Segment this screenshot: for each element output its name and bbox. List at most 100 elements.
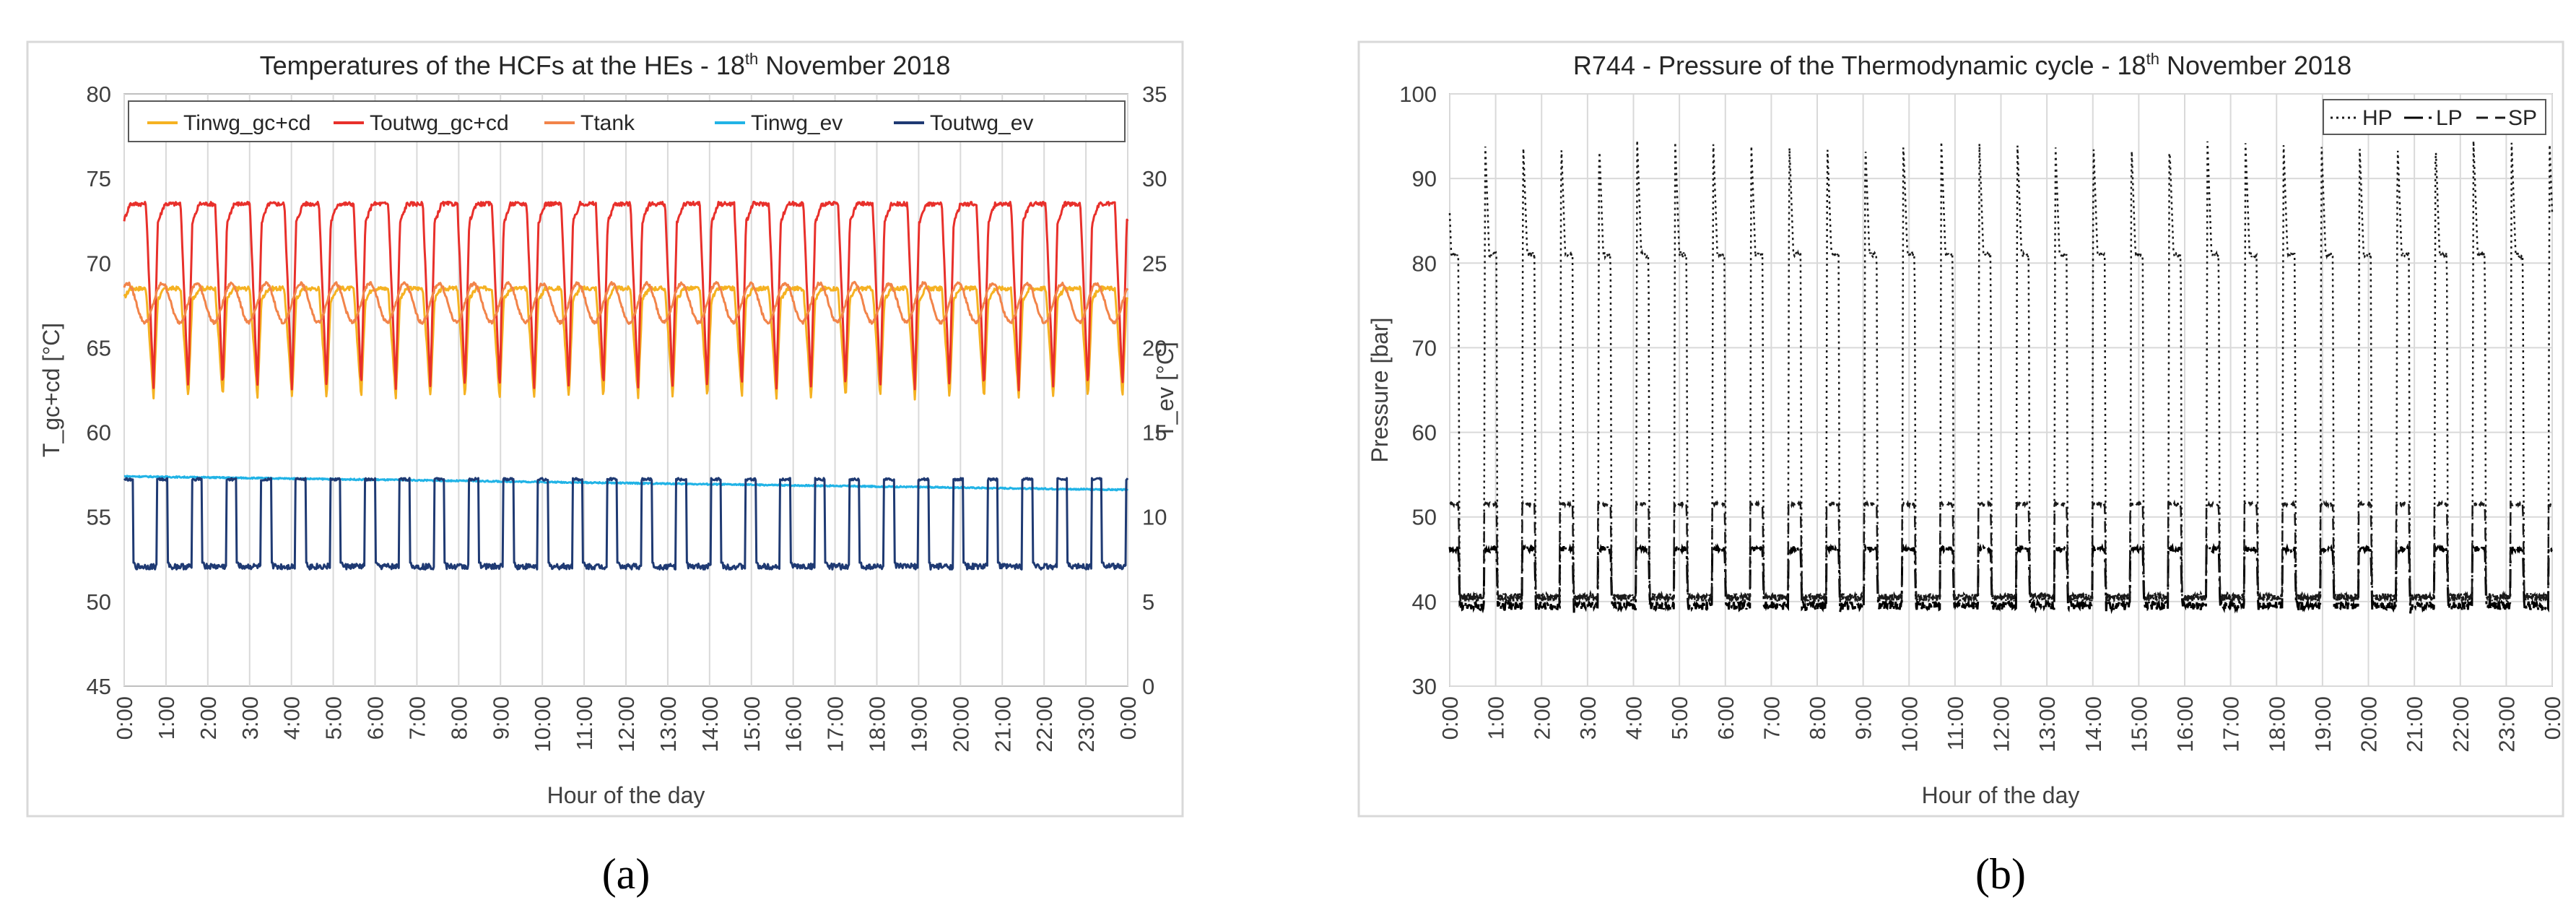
panel-b-x-ticks: 0:00 1:00 2:00 3:00 4:00 5:00 6:00 7:00 8:00 9:00… — [1437, 696, 2565, 753]
panel-a-x-axis-title: Hour of the day — [547, 782, 705, 808]
panel-b-x-tick-label: 4:00 — [1622, 696, 1647, 740]
panel-a-y2-tick-label: 10 — [1142, 505, 1167, 530]
panel-a-x-tick-label: 4:00 — [279, 696, 305, 740]
panel-b-legend-label: HP — [2362, 106, 2393, 130]
panel-a-x-tick-label: 2:00 — [196, 696, 221, 740]
panel-a-x-tick-label: 3:00 — [238, 696, 263, 740]
panel-b-x-tick-label: 14:00 — [2081, 696, 2106, 753]
panel-b-x-tick-label: 18:00 — [2264, 696, 2289, 753]
panel-b-x-tick-label: 12:00 — [1989, 696, 2014, 753]
panel-b-x-tick-label: 15:00 — [2126, 696, 2151, 753]
panel-a-series-group — [123, 200, 1129, 571]
panel-a-x-tick-label: 7:00 — [404, 696, 430, 740]
panel-a-legend-label: Ttank — [580, 111, 635, 135]
panel-a-y-tick-label: 80 — [87, 82, 111, 107]
panel-a-x-tick-label: 16:00 — [781, 696, 806, 753]
panel-b-x-tick-label: 21:00 — [2402, 696, 2427, 753]
panel-b-y-tick-label: 50 — [1412, 505, 1437, 530]
panel-b-label: (b) — [1975, 850, 2026, 898]
panel-a-y-axis-title: T_gc+cd [°C] — [38, 323, 64, 457]
panel-a-y2-tick-label: 5 — [1142, 589, 1154, 615]
panel-a-series-ttank — [123, 280, 1129, 325]
panel-b-x-tick-label: 17:00 — [2219, 696, 2244, 753]
panel-b-x-tick-label: 13:00 — [2035, 696, 2060, 753]
panel-b-grid — [1449, 93, 2553, 687]
panel-b-y-tick-label: 100 — [1399, 82, 1437, 107]
panel-b-x-tick-label: 2:00 — [1529, 696, 1554, 740]
panel-a-y-tick-label: 50 — [87, 589, 111, 615]
panel-a-x-tick-label: 14:00 — [697, 696, 723, 753]
panel-a-y-tick-label: 45 — [87, 674, 111, 699]
panel-a: Temperatures of the HCFs at the HEs - 18… — [26, 40, 1184, 898]
panel-b-y-ticks: 30 40 50 60 70 80 90 100 — [1399, 82, 1437, 699]
panel-a-x-tick-label: 20:00 — [948, 696, 973, 753]
panel-a-series-tinwg-ev — [123, 475, 1129, 492]
panel-b-x-tick-label: 16:00 — [2172, 696, 2198, 753]
panel-b-x-tick-label: 10:00 — [1897, 696, 1922, 753]
panel-a-grid — [123, 94, 1128, 686]
panel-a-y2-ticks: 0 5 10 15 20 25 30 35 — [1142, 82, 1167, 699]
panel-a-y-tick-label: 55 — [87, 505, 111, 530]
panel-a-x-tick-label: 11:00 — [572, 696, 597, 750]
panel-a-label: (a) — [602, 850, 650, 898]
panel-a-x-tick-label: 12:00 — [614, 696, 639, 753]
panel-a-x-tick-label: 10:00 — [530, 696, 555, 753]
panel-a-y-tick-label: 60 — [87, 420, 111, 446]
panel-b-legend-label: SP — [2508, 106, 2537, 130]
panel-a-y2-tick-label: 15 — [1142, 420, 1167, 446]
panel-b-y-tick-label: 80 — [1412, 251, 1437, 276]
panel-b-y-axis-title: Pressure [bar] — [1367, 318, 1393, 463]
panel-a-x-tick-label: 19:00 — [906, 696, 931, 753]
panel-b-y-tick-label: 40 — [1412, 589, 1437, 615]
panel-a-x-tick-label: 6:00 — [363, 696, 388, 740]
panel-a-x-tick-label: 15:00 — [739, 696, 765, 753]
panel-b-series-sp — [1449, 499, 2554, 605]
panel-b-y-tick-label: 70 — [1412, 335, 1437, 360]
panel-a-x-tick-label: 21:00 — [990, 696, 1015, 753]
panel-b-x-tick-label: 11:00 — [1943, 696, 1968, 750]
panel-a-x-ticks: 0:00 1:00 2:00 3:00 4:00 5:00 6:00 7:00 8:00 9:00… — [112, 696, 1141, 753]
panel-b-x-tick-label: 20:00 — [2357, 696, 2382, 753]
panel-b-x-tick-label: 6:00 — [1713, 696, 1739, 740]
panel-b-x-tick-label: 3:00 — [1575, 696, 1601, 740]
panel-a-legend-label: Tinwg_ev — [751, 111, 843, 135]
panel-b-series-lp — [1448, 542, 2553, 615]
panel-a-y-ticks: 45 50 55 60 65 70 75 80 — [87, 82, 111, 699]
panel-a-x-tick-label: 17:00 — [823, 696, 848, 753]
panel-b-y-tick-label: 30 — [1412, 674, 1437, 699]
panel-b-y-tick-label: 60 — [1412, 420, 1437, 446]
panel-a-y2-axis-title: T_ev [°C] — [1152, 342, 1178, 438]
panel-b-x-tick-label: 0:00 — [1437, 696, 1463, 740]
panel-b-title: R744 - Pressure of the Thermodynamic cyc… — [1573, 50, 2351, 80]
panel-b-y-tick-label: 90 — [1412, 166, 1437, 191]
panel-a-series-toutwg-gc-cd — [123, 200, 1129, 391]
panel-b: R744 - Pressure of the Thermodynamic cyc… — [1357, 40, 2565, 898]
panel-a-y2-tick-label: 0 — [1142, 674, 1154, 699]
panel-a-series-toutwg-ev — [123, 477, 1129, 571]
panel-a-y-tick-label: 75 — [87, 166, 111, 191]
panel-a-y2-tick-label: 25 — [1142, 251, 1167, 276]
panel-a-x-tick-label: 1:00 — [154, 696, 179, 740]
panel-b-x-tick-label: 9:00 — [1851, 696, 1876, 740]
panel-a-legend-box — [128, 100, 1126, 142]
panel-b-legend: HP LP SP — [2323, 99, 2546, 135]
panel-b-legend-box — [2323, 99, 2546, 135]
panel-a-x-tick-label: 5:00 — [321, 696, 347, 740]
panel-a-y2-tick-label: 35 — [1142, 82, 1167, 107]
panel-b-x-tick-label: 8:00 — [1805, 696, 1830, 740]
panel-a-y-tick-label: 70 — [87, 251, 111, 276]
panel-b-x-tick-label: 22:00 — [2448, 696, 2473, 753]
panel-a-legend-label: Tinwg_gc+cd — [183, 111, 310, 135]
panel-a-x-tick-label: 23:00 — [1074, 696, 1099, 753]
panel-a-legend-label: Toutwg_ev — [930, 111, 1033, 135]
panel-b-x-tick-label: 0:00 — [2540, 696, 2565, 740]
panel-a-x-tick-label: 22:00 — [1032, 696, 1057, 753]
panel-a-y2-tick-label: 30 — [1142, 166, 1167, 191]
panel-a-x-tick-label: 18:00 — [865, 696, 890, 753]
panel-b-series-group — [1448, 140, 2554, 615]
panel-b-x-tick-label: 23:00 — [2494, 696, 2519, 753]
panel-a-x-tick-label: 0:00 — [112, 696, 137, 740]
panel-a-x-tick-label: 9:00 — [488, 696, 513, 740]
panel-a-y2-tick-label: 20 — [1142, 335, 1167, 360]
